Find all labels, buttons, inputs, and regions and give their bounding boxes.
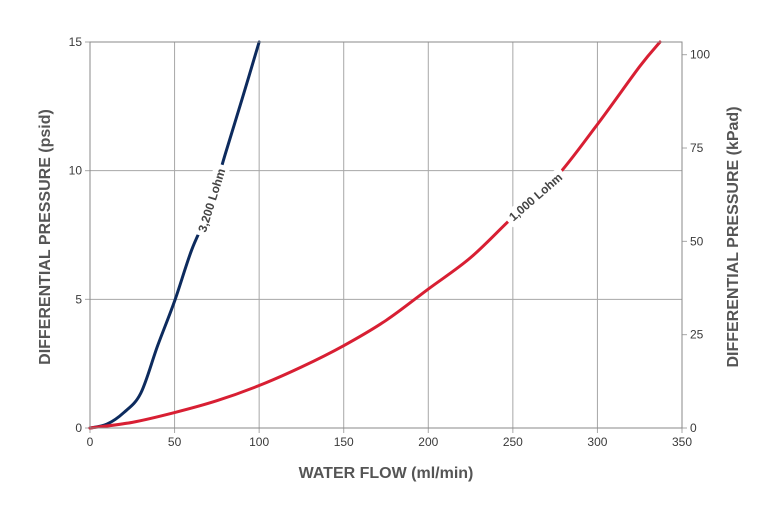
y-tick-label: 10	[69, 164, 83, 178]
y2-tick-label: 25	[690, 328, 704, 342]
y2-tick-label: 100	[690, 48, 710, 62]
y-axis-left-title: DIFFERENTIAL PRESSURE (psid)	[37, 109, 54, 365]
series-label-3-200-lohm: 3,200 Lohm	[193, 162, 231, 239]
y-tick-label: 15	[69, 35, 83, 49]
y2-tick-label: 50	[690, 234, 704, 248]
x-tick-label: 250	[503, 435, 523, 449]
plot-frame	[89, 41, 683, 429]
grid-lines	[85, 41, 687, 433]
x-tick-label: 300	[587, 435, 607, 449]
y2-tick-label: 0	[690, 421, 697, 435]
y2-tick-label: 75	[690, 141, 704, 155]
y-axis-right-title: DIFFERENTIAL PRESSURE (kPad)	[725, 106, 742, 367]
series-label-bg	[502, 166, 569, 228]
series-line-1-000-lohm	[88, 40, 662, 430]
x-tick-label: 200	[418, 435, 438, 449]
x-tick-label: 150	[334, 435, 354, 449]
x-tick-label: 50	[168, 435, 182, 449]
x-tick-label: 100	[249, 435, 269, 449]
x-tick-label: 0	[87, 435, 94, 449]
y-tick-label: 5	[75, 292, 82, 306]
series-lines	[88, 40, 662, 430]
x-axis-title: WATER FLOW (ml/min)	[299, 465, 474, 482]
y-tick-label: 0	[75, 421, 82, 435]
series-label-bg	[193, 162, 231, 239]
series-line-3-200-lohm	[88, 40, 261, 430]
x-tick-label: 350	[672, 435, 692, 449]
series-label-text: 1,000 Lohm	[506, 170, 565, 224]
